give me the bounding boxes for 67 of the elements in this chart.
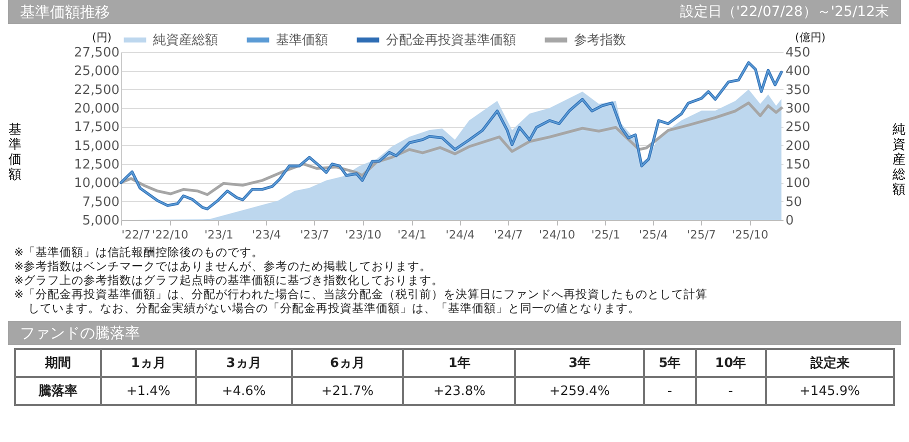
legend-label: 参考指数 — [574, 33, 626, 48]
text: +21.7% — [321, 384, 374, 398]
y-tick-label: 22,500 — [74, 82, 120, 98]
category-label: 設定来 — [766, 349, 894, 377]
y2-tick-label: 200 — [786, 138, 810, 154]
x-tick-label: '23/1 — [204, 228, 234, 242]
y-axis-title: 基準価額 — [8, 122, 22, 182]
x-tick-label: '23/10 — [345, 228, 382, 242]
text: - — [728, 384, 733, 398]
x-tick-label: '25/7 — [686, 228, 716, 242]
category-label: 1ヵ月 — [100, 349, 196, 377]
y2-tick-label: 400 — [786, 64, 810, 80]
text: +145.9% — [800, 384, 860, 398]
chart-title: 基準価額推移 — [20, 2, 110, 23]
y-tick-label: 7,500 — [82, 194, 120, 210]
category-label: 3ヵ月 — [196, 349, 292, 377]
y2-tick-label: 450 — [786, 46, 810, 60]
text: 騰落率 — [15, 377, 101, 405]
text: ※「分配金再投資基準価額」は、分配が行われた場合に、当該分配金（税引前）を決算日にファンドへ再投資したものとして計算しています。なお、分配金実績がない場合の「分配金再投資基準価額」は、「基準価額」と同一の値となります。 — [14, 287, 709, 315]
x-tick-label: '23/7 — [300, 228, 330, 242]
text: (億円) — [795, 30, 826, 45]
y2-tick-label: 50 — [786, 194, 802, 210]
text: ※参考指数はベンチマークではありませんが、参考のため掲載しております。 — [14, 259, 433, 273]
text: 期間 — [15, 349, 101, 377]
y2-tick-label: 100 — [786, 176, 810, 192]
text: +1.4% — [126, 384, 170, 398]
y-tick-label: 20,000 — [74, 102, 120, 116]
y2-tick-label: 250 — [786, 120, 810, 136]
y2-axis-title: 純資産総額 — [891, 122, 906, 198]
text: - — [667, 384, 672, 398]
x-tick-label: '25/1 — [591, 228, 620, 242]
x-tick-label: '25/4 — [638, 228, 668, 242]
text: +259.4% — [549, 384, 610, 398]
y2-tick-label: 0 — [786, 214, 794, 228]
y-tick-label: 17,500 — [74, 120, 120, 136]
text: (円) — [92, 30, 112, 45]
y2-tick-label: 350 — [786, 82, 810, 98]
y-tick-label: 12,500 — [74, 158, 120, 172]
x-tick-label: '23/4 — [252, 228, 281, 242]
y-tick-label: 15,000 — [74, 138, 120, 154]
x-tick-label: '24/4 — [446, 228, 475, 242]
legend-label: 純資産総額 — [153, 32, 218, 48]
x-tick-label: '24/1 — [398, 228, 427, 242]
text: ※グラフ上の参考指数はグラフ起点時の基準価額に基づき指数化しております。 — [14, 273, 445, 287]
y2-tick-label: 300 — [786, 102, 810, 116]
category-label: 1年 — [403, 349, 516, 377]
x-tick-label: '22/7 — [122, 228, 150, 242]
category-label: 10年 — [696, 349, 766, 377]
category-label: 5年 — [644, 349, 696, 377]
y-tick-label: 27,500 — [74, 46, 120, 60]
y-tick-label: 10,000 — [74, 176, 120, 192]
legend-label: 基準価額 — [276, 33, 328, 48]
x-tick-label: '25/10 — [732, 228, 768, 242]
x-tick-label: '24/7 — [494, 228, 523, 242]
category-label: 3年 — [515, 349, 644, 377]
x-tick-label: '22/10 — [152, 228, 188, 242]
y-tick-label: 25,000 — [74, 64, 120, 80]
text: +23.8% — [433, 384, 486, 398]
legend-label: 分配金再投資基準価額 — [386, 33, 516, 48]
text: +4.6% — [222, 384, 266, 398]
x-tick-label: '24/10 — [538, 228, 576, 242]
text: ファンドの騰落率 — [20, 323, 140, 344]
y-tick-label: 5,000 — [82, 214, 120, 228]
y2-tick-label: 150 — [786, 158, 810, 172]
text: ※「基準価額」は信託報酬控除後のものです。 — [14, 245, 265, 259]
chart-subtitle: 設定日（'22/07/28）～'25/12末 — [680, 3, 889, 22]
category-label: 6ヵ月 — [292, 349, 404, 377]
